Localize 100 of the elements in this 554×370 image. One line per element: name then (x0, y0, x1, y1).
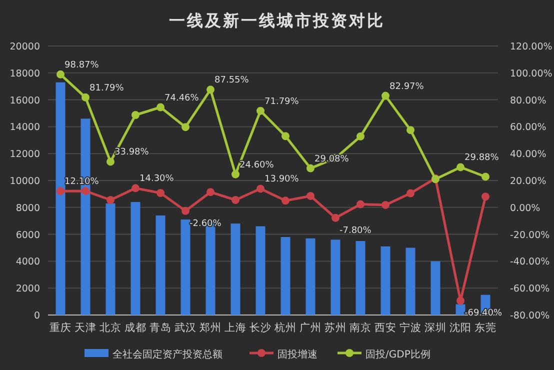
point (482, 192, 490, 201)
point (232, 170, 240, 178)
point (82, 93, 90, 102)
point (406, 126, 414, 134)
x-tick-label: 杭州 (274, 321, 296, 334)
y-tick-label: 16000 (10, 95, 40, 106)
bar (56, 82, 66, 315)
bar (456, 304, 466, 315)
point (156, 189, 164, 198)
x-tick-label: 西安 (374, 321, 396, 334)
bar (330, 240, 340, 315)
bar (280, 236, 290, 315)
point (332, 214, 340, 222)
text: 14.30% (140, 174, 174, 184)
y-tick-label: 14000 (10, 122, 40, 134)
x-tick-label: 郑州 (200, 321, 222, 334)
point (306, 164, 314, 172)
bar (130, 202, 140, 315)
point (256, 184, 264, 193)
x-tick-label: 长沙 (250, 321, 272, 334)
legend-label: 固投增速 (278, 348, 318, 360)
y2-tick-label: 100.00% (510, 68, 552, 80)
y-tick-label: 10000 (10, 176, 40, 187)
bar (306, 238, 316, 315)
point (106, 196, 114, 204)
y2-tick-label: -20.00% (510, 230, 550, 241)
text: 13.90% (264, 174, 299, 185)
y-tick-label: 20000 (10, 42, 40, 52)
point (82, 186, 90, 195)
bar (156, 215, 166, 315)
point (132, 111, 140, 119)
point (56, 187, 64, 196)
x-tick-label: 沈阳 (450, 321, 472, 334)
point (182, 123, 190, 132)
text: 98.87% (64, 60, 99, 70)
x-tick-label: 青岛 (150, 321, 172, 334)
point (356, 132, 364, 140)
x-tick-label: 天津 (74, 321, 96, 334)
x-tick-label: 东莞 (474, 321, 496, 334)
text: 81.79% (90, 83, 124, 94)
point (306, 192, 314, 200)
point (406, 189, 414, 198)
text: 24.60% (240, 160, 274, 170)
bar (106, 203, 116, 315)
point (282, 196, 290, 205)
bar (406, 248, 416, 315)
bar (356, 241, 366, 315)
y-tick-label: 8000 (16, 202, 40, 214)
point (132, 184, 140, 192)
y-tick-label: 4000 (16, 256, 40, 268)
point (456, 163, 464, 172)
bar (380, 246, 390, 315)
point (482, 172, 490, 181)
text: 74.46% (164, 93, 199, 104)
point (106, 158, 114, 166)
point (182, 206, 190, 215)
point (256, 106, 264, 115)
y2-tick-label: -60.00% (510, 284, 550, 295)
y2-tick-label: 20.00% (510, 176, 546, 187)
point (206, 86, 214, 94)
text: 87.55% (214, 76, 249, 86)
point (232, 196, 240, 204)
x-tick-label: 宁波 (400, 321, 422, 334)
point (382, 200, 390, 209)
point (282, 132, 290, 140)
text: -7.80% (340, 226, 372, 236)
point (206, 188, 214, 196)
x-tick-label: 广州 (300, 321, 322, 334)
point (56, 70, 64, 78)
chart-title: 一线及新一线城市投资对比 (169, 11, 385, 30)
point (456, 296, 464, 305)
x-tick-label: 苏州 (324, 321, 346, 334)
x-tick-label: 武汉 (174, 321, 196, 334)
bar (430, 261, 440, 315)
y2-tick-label: -80.00% (510, 310, 550, 322)
y-tick-label: 0 (34, 310, 40, 322)
legend-label: 全社会固定资产投资总额 (112, 348, 222, 360)
y2-tick-label: 120.00% (510, 42, 552, 52)
x-tick-label: 南京 (350, 321, 372, 334)
y2-tick-label: 80.00% (510, 95, 546, 106)
y-tick-label: 18000 (10, 68, 40, 80)
text: 29.88% (464, 153, 499, 164)
point (356, 200, 364, 208)
y-tick-label: 12000 (10, 149, 40, 160)
y2-tick-label: 40.00% (510, 149, 546, 160)
x-tick-label: 成都 (124, 321, 146, 334)
x-tick-label: 北京 (100, 321, 122, 334)
bar (256, 226, 266, 315)
y2-tick-label: 60.00% (510, 122, 546, 134)
text: 82.97% (390, 82, 424, 92)
y2-tick-label: -40.00% (510, 256, 550, 268)
y2-tick-label: 0.00% (510, 202, 540, 214)
x-tick-label: 重庆 (50, 321, 72, 334)
text: 71.79% (264, 96, 299, 107)
y-tick-label: 6000 (16, 230, 40, 241)
legend-label: 固投/GDP比例 (366, 348, 430, 360)
x-tick-label: 深圳 (424, 321, 446, 334)
bar (180, 220, 190, 315)
point (156, 103, 164, 112)
point (382, 92, 390, 100)
